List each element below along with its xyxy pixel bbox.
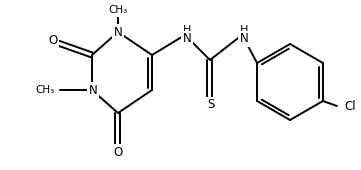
Text: H: H <box>240 25 248 35</box>
Text: N: N <box>114 26 122 38</box>
Text: S: S <box>207 98 215 112</box>
Text: N: N <box>183 32 191 46</box>
Text: CH₃: CH₃ <box>36 85 55 95</box>
Text: Cl: Cl <box>344 99 356 113</box>
Text: H: H <box>183 25 191 35</box>
Text: O: O <box>113 146 123 158</box>
Text: N: N <box>240 32 248 46</box>
Text: CH₃: CH₃ <box>108 5 128 15</box>
Text: N: N <box>88 83 97 97</box>
Text: O: O <box>48 35 58 47</box>
